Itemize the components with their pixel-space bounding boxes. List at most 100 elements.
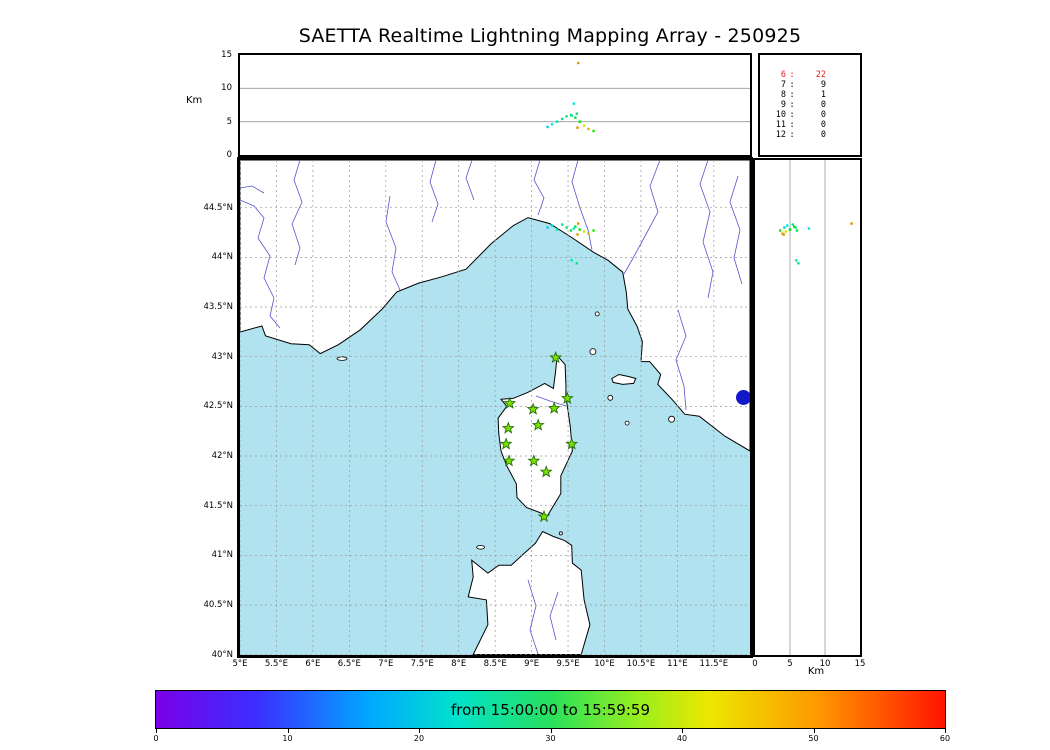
count-colon: : — [789, 110, 795, 120]
pianosa-island — [607, 394, 614, 401]
lat-tick-label: 41°N — [211, 550, 233, 561]
lightning-source — [570, 114, 573, 117]
lon-tick-label: 9.5°E — [556, 659, 580, 669]
river — [535, 395, 567, 407]
lightning-source — [550, 224, 554, 227]
lightning-source — [793, 225, 796, 228]
altitude-count-list: 6:22 7:9 8:1 9:0 10:0 11:0 12:0 — [768, 70, 860, 140]
hyeres-island — [336, 356, 348, 361]
altitude-axis-label: Km — [186, 95, 203, 106]
sardinia-coastline — [467, 530, 591, 655]
station-marker — [501, 421, 515, 434]
lightning-points-altitude — [546, 61, 595, 133]
lightning-source — [565, 226, 568, 229]
lightning-source — [582, 230, 586, 233]
river — [699, 160, 714, 299]
count-altitude: 12 — [775, 130, 786, 140]
alt-tick-label-left: 10 — [221, 83, 232, 94]
small-islands — [336, 311, 676, 550]
count-colon: : — [789, 70, 795, 80]
mainland-coastline — [240, 160, 750, 452]
lightning-source — [572, 227, 576, 230]
altitude-gridlines — [240, 87, 750, 123]
lightning-source — [592, 129, 595, 133]
river — [623, 160, 661, 275]
lightning-source — [575, 262, 578, 265]
lightning-source — [782, 233, 785, 236]
lon-tick-label: 11°E — [667, 659, 688, 669]
colorbar-tick-mark — [287, 729, 289, 733]
lightning-source — [791, 223, 794, 226]
alt-tick-label-right: 15 — [854, 659, 866, 669]
colorbar-tick-mark — [813, 729, 815, 733]
altitude-count-row: 6: 22 — [768, 70, 860, 80]
count-colon: : — [789, 80, 795, 90]
altitude-count-row: 12: 0 — [768, 130, 860, 140]
lon-tick-label: 8.5°E — [483, 659, 507, 669]
altitude-count-row: 10: 0 — [768, 110, 860, 120]
station-marker — [539, 465, 553, 478]
count-value: 0 — [820, 120, 826, 130]
lightning-source — [574, 116, 577, 119]
lightning-source — [592, 229, 595, 232]
maddalena-island — [558, 531, 563, 536]
lat-tick-label: 40.5°N — [203, 600, 233, 611]
colorbar-tick-mark — [682, 729, 683, 733]
lon-tick-label: 10°E — [594, 659, 615, 669]
count-value: 22 — [815, 70, 826, 80]
lightning-points-map — [546, 222, 595, 265]
lightning-source — [786, 224, 789, 227]
lightning-source — [569, 229, 573, 232]
count-colon: : — [789, 100, 795, 110]
lightning-source — [578, 228, 581, 231]
alt-tick-label-left: 15 — [221, 50, 232, 60]
lightning-source — [587, 232, 590, 235]
lake-bolsena — [736, 390, 750, 405]
colorbar-tick-label: 0 — [153, 734, 159, 743]
lat-tick-label: 40°N — [211, 649, 233, 660]
river — [385, 195, 401, 291]
count-value: 9 — [820, 80, 826, 90]
altitude-histogram-panel: 6:22 7:9 8:1 9:0 10:0 11:0 12:0 — [758, 53, 862, 157]
river — [240, 199, 281, 329]
lightning-source — [794, 226, 797, 229]
alt-tick-label-right: 10 — [819, 659, 831, 669]
lightning-source — [578, 120, 581, 123]
lat-tick-label: 43.5°N — [203, 302, 233, 313]
lightning-source — [795, 259, 798, 262]
station-marker — [537, 509, 551, 523]
station-marker — [549, 350, 563, 364]
lightning-source — [546, 226, 549, 229]
count-value: 0 — [820, 130, 826, 140]
altitude-count-row: 7: 9 — [768, 80, 860, 90]
count-value: 0 — [820, 100, 826, 110]
lat-tick-label: 44°N — [211, 252, 233, 263]
count-altitude: 7 — [780, 80, 786, 90]
colorbar-time-label: from 15:00:00 to 15:59:59 — [450, 700, 650, 719]
alt-tick-label-left: 5 — [226, 116, 232, 127]
colorbar-tick-label: 30 — [545, 734, 556, 743]
count-colon: : — [789, 130, 795, 140]
altitude-count-row: 8: 1 — [768, 90, 860, 100]
map-gridlines — [240, 160, 750, 655]
corsica-coastline — [497, 354, 573, 517]
latitude-altitude-plot — [779, 160, 853, 655]
lightning-source — [561, 117, 564, 121]
lon-tick-label: 9°E — [524, 659, 540, 669]
river — [240, 185, 265, 194]
lightning-source — [555, 228, 559, 231]
elba-island — [611, 373, 637, 385]
colorbar-tick-mark — [945, 729, 946, 733]
lightning-source — [576, 233, 579, 236]
lightning-source — [788, 228, 792, 231]
station-marker — [527, 454, 541, 467]
gorgona-island — [594, 311, 600, 317]
map-plot — [240, 160, 750, 655]
colorbar-tick-mark — [156, 729, 157, 733]
lon-tick-label: 7.5°E — [410, 659, 434, 669]
count-altitude: 8 — [780, 90, 786, 100]
lightning-source — [781, 232, 784, 235]
station-marker — [547, 401, 561, 414]
station-marker — [503, 396, 517, 409]
lat-tick-label: 42.5°N — [203, 401, 233, 412]
